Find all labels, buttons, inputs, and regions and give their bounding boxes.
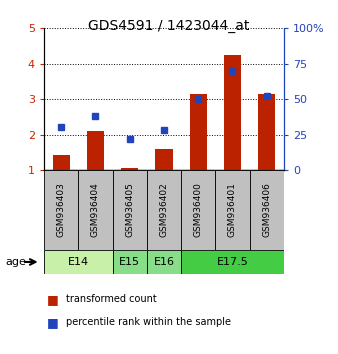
Bar xyxy=(113,250,147,274)
Text: GSM936400: GSM936400 xyxy=(194,182,203,237)
Text: GSM936403: GSM936403 xyxy=(56,182,66,237)
Text: percentile rank within the sample: percentile rank within the sample xyxy=(66,317,231,327)
Bar xyxy=(78,170,113,250)
Bar xyxy=(181,170,215,250)
Bar xyxy=(147,250,181,274)
Bar xyxy=(224,55,241,170)
Text: GSM936405: GSM936405 xyxy=(125,182,134,237)
Text: E17.5: E17.5 xyxy=(217,257,248,267)
Text: age: age xyxy=(5,257,26,267)
Text: GSM936402: GSM936402 xyxy=(160,182,168,237)
Text: ■: ■ xyxy=(47,316,59,329)
Bar xyxy=(87,131,104,170)
Bar xyxy=(190,94,207,170)
Bar xyxy=(121,168,138,170)
Bar xyxy=(215,170,250,250)
Bar xyxy=(250,170,284,250)
Bar xyxy=(52,155,70,170)
Bar xyxy=(147,170,181,250)
Text: GSM936401: GSM936401 xyxy=(228,182,237,237)
Text: transformed count: transformed count xyxy=(66,294,156,304)
Text: GSM936404: GSM936404 xyxy=(91,182,100,237)
Text: E16: E16 xyxy=(153,257,174,267)
Bar xyxy=(44,170,78,250)
Bar xyxy=(258,94,275,170)
Bar xyxy=(181,250,284,274)
Text: ■: ■ xyxy=(47,293,59,306)
Text: E14: E14 xyxy=(68,257,89,267)
Bar xyxy=(113,170,147,250)
Text: GDS4591 / 1423044_at: GDS4591 / 1423044_at xyxy=(88,19,250,34)
Text: E15: E15 xyxy=(119,257,140,267)
Bar xyxy=(44,250,113,274)
Text: GSM936406: GSM936406 xyxy=(262,182,271,237)
Bar xyxy=(155,149,172,170)
